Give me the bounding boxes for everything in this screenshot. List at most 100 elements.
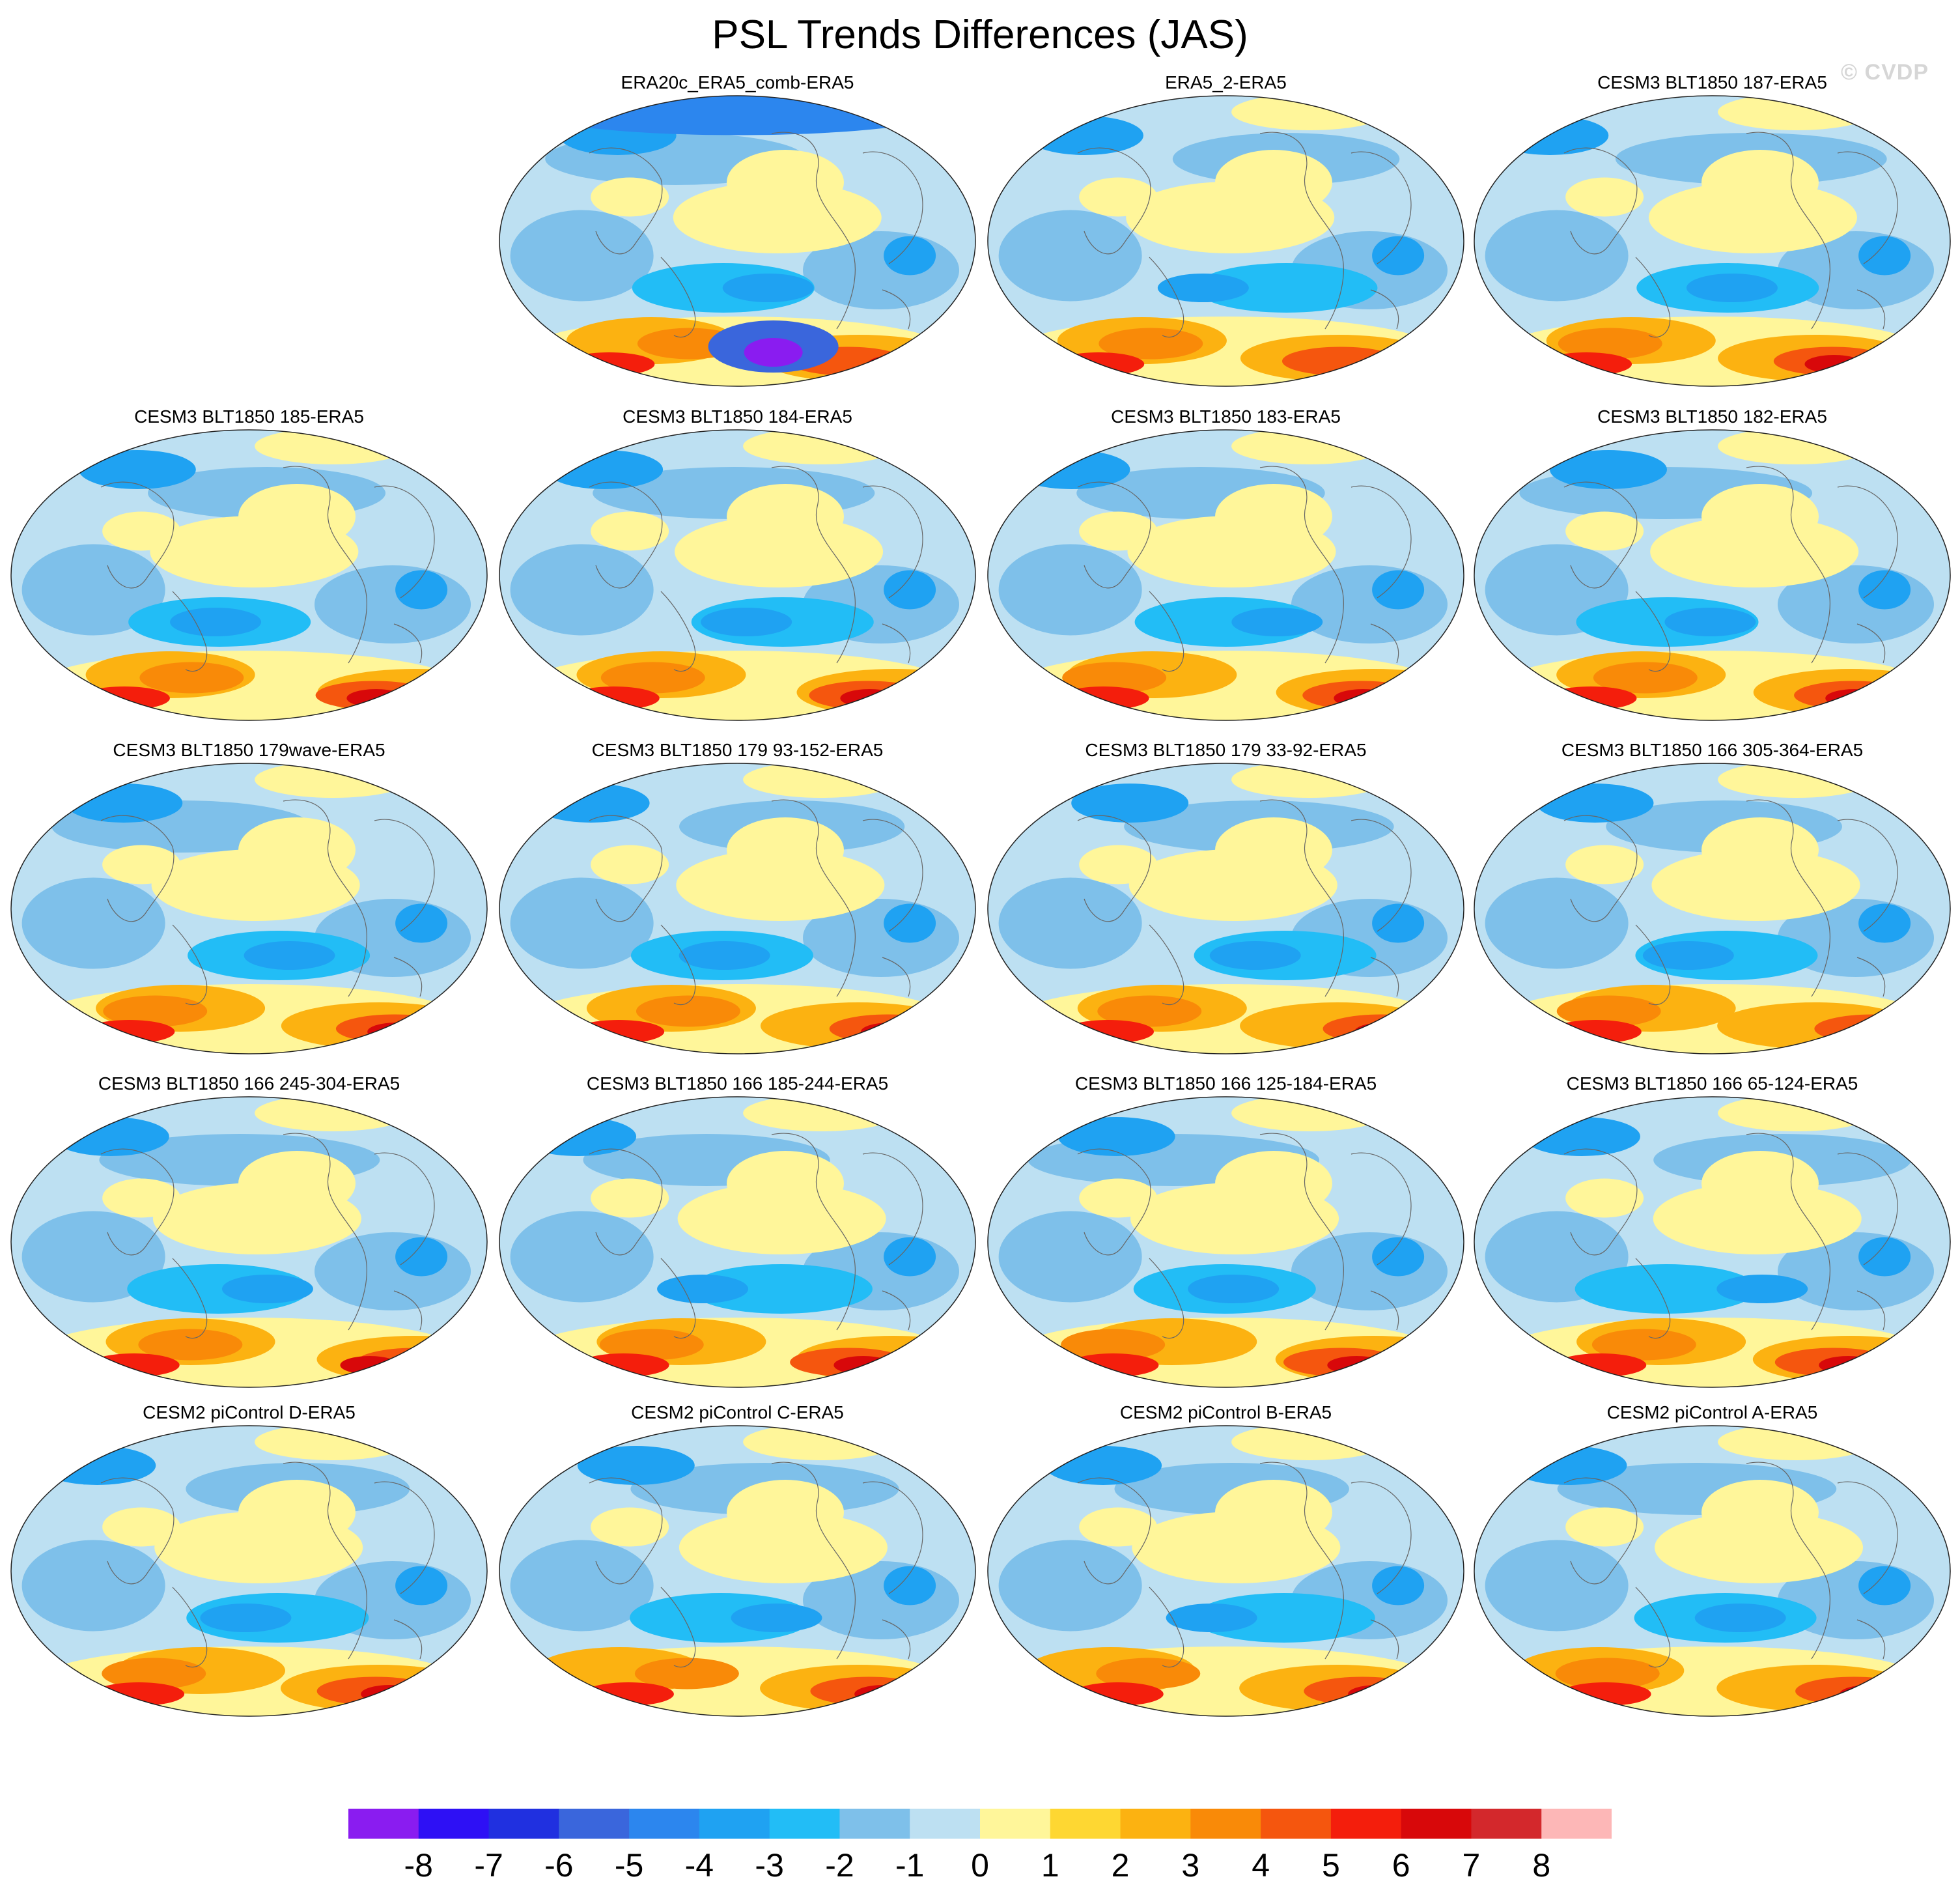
panel-title: CESM2 piControl C-ERA5 [631,1402,844,1422]
coastlines [589,466,923,672]
field-pos-region [1655,1512,1864,1583]
map-panel: CESM3 BLT1850 179 33-92-ERA5 [987,740,1465,1066]
field-neg-region [510,1211,654,1303]
coastlines [1563,1133,1898,1339]
coastline [1746,1462,1830,1660]
map-field [987,763,1464,1054]
map-panel: CESM3 BLT1850 185-ERA5 [10,406,488,732]
field-neg-region [1491,116,1609,155]
field-pos-region [139,662,244,694]
coastline [1837,151,1898,264]
panel-title: CESM3 BLT1850 184-ERA5 [623,406,852,427]
coastline [100,481,175,589]
field-pos-region [1057,686,1149,710]
field-pos-region [563,352,655,376]
field-pos-region [1718,763,1875,798]
field-neg-region [1057,1117,1175,1156]
coastline [1259,1462,1344,1660]
map-panel: CESM3 BLT1850 179 93-152-ERA5 [498,740,977,1066]
coastline [283,1133,367,1331]
field-pos-region [1565,177,1644,217]
coastline [1856,1619,1886,1660]
field-neg-region [510,877,654,969]
field-neg-region [884,236,936,276]
coastline [1077,147,1151,255]
map-panel: CESM3 BLT1850 179wave-ERA5 [10,740,488,1066]
field-neg-region [1372,903,1425,943]
colorbar-tick-label: 8 [1532,1847,1551,1884]
field-pos-region [1795,1676,1913,1706]
field-neg-region [1858,903,1911,943]
map-field [1474,429,1951,721]
field-neg-region [1694,1604,1786,1632]
map-border [10,1096,488,1388]
field-neg-region [221,1275,313,1303]
field-pos-region [591,1178,669,1218]
coastline [1635,257,1671,338]
coastline [1563,1477,1638,1585]
field-neg-region [679,941,770,970]
field-pos-region [861,1023,920,1041]
coastline [1351,151,1412,264]
field-pos-region [829,1014,947,1043]
field-neg-region [884,1566,936,1605]
coastline [374,1152,435,1265]
colorbar-swatch [699,1809,770,1839]
colorbar-swatch [559,1809,630,1839]
panel-title: CESM3 BLT1850 166 65-124-ERA5 [1566,1073,1858,1094]
field-neg-region [532,784,650,823]
coastline [862,485,923,599]
colorbar-tick-label: -1 [895,1847,925,1884]
coastlines [589,132,923,338]
map-field [10,1096,488,1388]
field-pos-region [102,1658,206,1689]
coastline [1746,466,1830,664]
field-pos-region [1560,1682,1651,1706]
colorbar-tick-label: -7 [474,1847,503,1884]
field-pos-region [1718,1426,1875,1460]
coastline [172,591,208,672]
map-border [10,429,488,721]
coastline [771,1462,856,1660]
map-field [1474,763,1951,1054]
field-neg-region [395,903,448,943]
field-pos-region [1304,1676,1421,1706]
field-neg-region [1575,1264,1757,1314]
colorbar-tick-label: -4 [684,1847,714,1884]
colorbar-tick-label: 0 [971,1847,989,1884]
map-border [499,1425,976,1717]
field-pos-region [1555,1353,1647,1377]
map-field [1474,1096,1951,1388]
coastline [1149,257,1184,338]
map-field [499,1096,976,1388]
field-neg-region [998,544,1142,636]
field-neg-region [395,1566,448,1605]
field-neg-region [1231,608,1323,636]
coastline [1635,924,1671,1006]
field-pos-region [1215,484,1332,549]
coastline [1077,481,1151,589]
colorbar-swatch [348,1809,419,1839]
field-neg-region [1550,450,1667,489]
coastline [1149,1587,1184,1668]
coastline [1370,289,1399,330]
coastline [1563,147,1638,255]
field-pos-region [1718,96,1875,130]
map-panel: CESM3 BLT1850 166 305-364-ERA5 [1473,740,1952,1066]
colorbar-swatch [629,1809,700,1839]
field-pos-region [102,1507,181,1547]
colorbar-swatch [1541,1809,1612,1839]
field-pos-region [1718,1097,1875,1131]
colorbar [348,1809,1612,1839]
field-neg-region [1071,784,1189,823]
map-panel: CESM3 BLT1850 182-ERA5 [1473,406,1952,732]
field-pos-region [1819,1356,1878,1374]
colorbar-swatch [980,1809,1051,1839]
map-border [987,95,1464,387]
map-field [499,429,976,721]
field-pos-region [255,1097,412,1131]
field-pos-region [568,686,660,710]
map-panel: CESM3 BLT1850 183-ERA5 [987,406,1465,732]
coastline [660,924,696,1006]
coastline [1856,623,1886,664]
